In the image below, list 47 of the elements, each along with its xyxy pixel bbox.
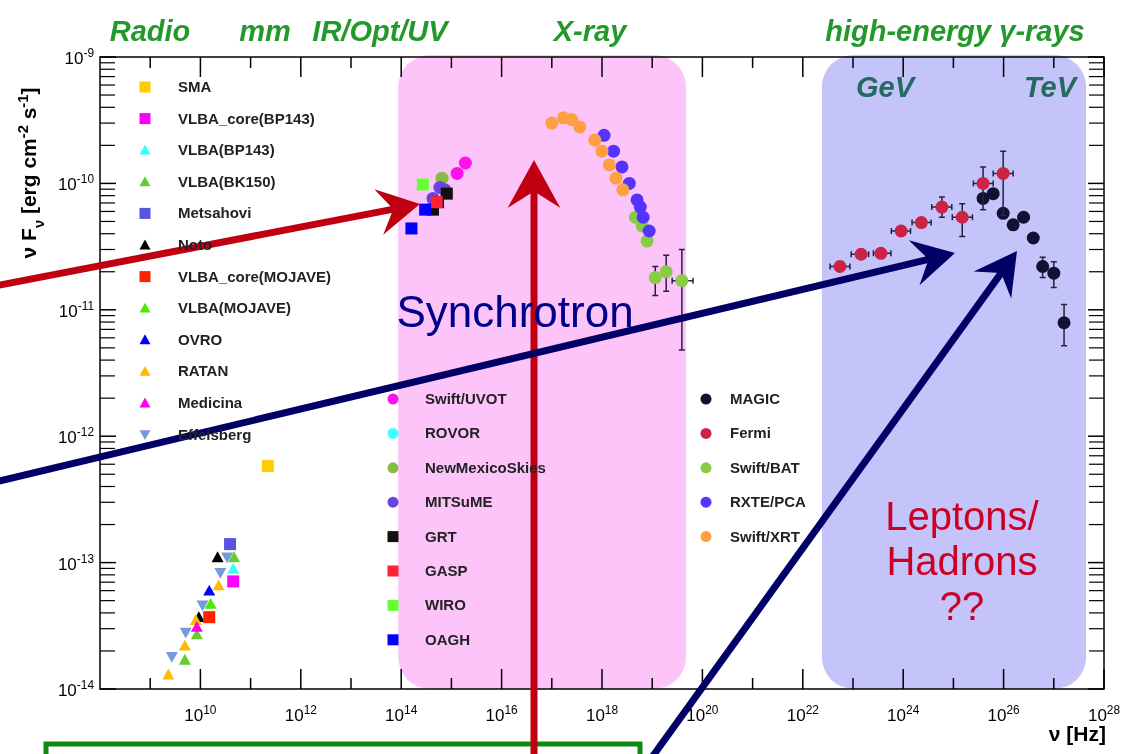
legend-label: VLBA(MOJAVE)	[178, 299, 292, 317]
legend-label: ROVOR	[425, 424, 481, 442]
legend-label: Fermi	[730, 424, 771, 442]
legend-label: MAGIC	[730, 390, 781, 407]
annotation: Leptons/ Hadrons ??	[885, 494, 1040, 628]
text: Radio	[109, 15, 191, 47]
legend-label: VLBA_core(BP143)	[178, 109, 315, 127]
legend-label: VLBA(BP143)	[178, 141, 275, 159]
legend-label: Swift/UVOT	[425, 390, 507, 407]
legend-label: RATAN	[178, 362, 229, 380]
legend-label: Metsahovi	[178, 204, 252, 222]
x-tick-label: 10$^{10}$	[184, 703, 217, 725]
legend-label: RXTE/PCA	[730, 493, 807, 511]
legend-label: OAGH	[425, 630, 470, 648]
legend-label: Swift/BAT	[730, 458, 800, 476]
legend-label: Swift/XRT	[730, 527, 800, 545]
y-tick-label: 10$^{-11}$	[58, 298, 95, 321]
text: IR/Opt/UV	[312, 15, 451, 47]
legend-label: WIRO	[425, 596, 467, 614]
x-tick-label: 10$^{12}$	[284, 703, 318, 725]
text: mm	[239, 15, 291, 47]
x-tick-label: 10$^{24}$	[887, 703, 920, 725]
x-tick-label: 10$^{16}$	[485, 703, 519, 725]
x-tick-label: 10$^{18}$	[585, 703, 619, 725]
annotation: GeV	[855, 71, 917, 103]
y-tick-label: 10$^{-13}$	[57, 551, 95, 574]
y-tick-label: 10$^{-12}$	[57, 425, 95, 448]
legend-label: Medicina	[178, 394, 243, 411]
legend-label: MITSuME	[425, 493, 493, 511]
legend-label: VLBA_core(MOJAVE)	[178, 267, 332, 285]
x-tick-label: 10$^{28}$	[1087, 703, 1121, 725]
x-tick-label: 10$^{26}$	[987, 703, 1021, 725]
x-tick-label: 10$^{22}$	[786, 703, 820, 725]
y-tick-label: 10$^{-14}$	[57, 678, 95, 700]
text: X-ray	[551, 15, 629, 47]
legend-label: VLBA(BK150)	[178, 172, 276, 190]
y-tick-label: 10$^{-10}$	[57, 172, 95, 195]
legend-label: GRT	[425, 527, 457, 545]
legend-label: SMA	[178, 78, 212, 95]
text: high-energy γ-rays	[825, 15, 1085, 47]
legend-label: GASP	[425, 562, 468, 579]
x-axis-title: ν [Hz]	[1048, 722, 1106, 745]
legend-label: OVRO	[178, 330, 223, 348]
x-tick-label: 10$^{14}$	[385, 703, 418, 725]
x-tick-label: 10$^{20}$	[686, 703, 719, 725]
annotation: TeV	[1023, 71, 1079, 103]
y-tick-label: 10$^{-9}$	[64, 46, 95, 68]
